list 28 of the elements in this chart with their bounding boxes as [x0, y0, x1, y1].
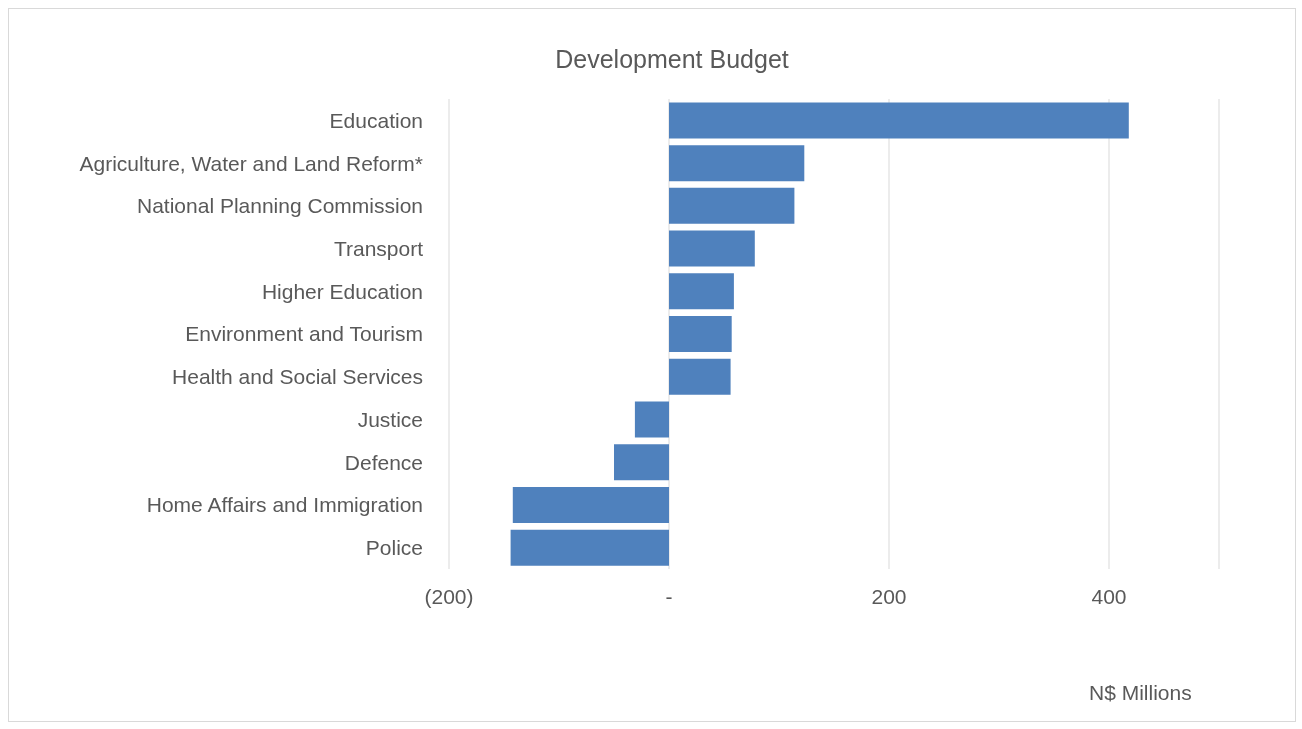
- x-tick-label: (200): [424, 584, 474, 608]
- bar: [669, 273, 734, 310]
- y-tick-label: Justice: [357, 407, 423, 431]
- x-tick-label: -: [665, 584, 673, 608]
- x-tick-label: 200: [871, 584, 907, 608]
- bar: [512, 486, 669, 523]
- y-tick-label: Defence: [344, 450, 423, 474]
- y-tick-label: Police: [365, 536, 423, 560]
- bar: [669, 230, 755, 267]
- y-tick-label: National Planning Commission: [137, 194, 423, 218]
- y-tick-label: Higher Education: [261, 279, 423, 303]
- chart-title: Development Budget: [554, 45, 790, 74]
- bar: [614, 444, 669, 481]
- x-axis-title: N$ Millions: [1089, 681, 1192, 705]
- bar: [669, 145, 805, 182]
- bar: [669, 102, 1129, 139]
- bar: [634, 401, 669, 438]
- y-tick-label: Agriculture, Water and Land Reform*: [79, 151, 423, 175]
- bar: [669, 316, 732, 353]
- y-tick-label: Transport: [333, 237, 424, 260]
- bar: [510, 529, 669, 566]
- bar: [669, 358, 731, 395]
- y-tick-label: Health and Social Services: [172, 365, 423, 389]
- y-tick-label: Education: [329, 108, 423, 132]
- bar: [669, 187, 795, 224]
- y-tick-label: Environment and Tourism: [185, 322, 423, 346]
- x-tick-label: 400: [1091, 584, 1127, 608]
- y-tick-label: Home Affairs and Immigration: [146, 493, 423, 517]
